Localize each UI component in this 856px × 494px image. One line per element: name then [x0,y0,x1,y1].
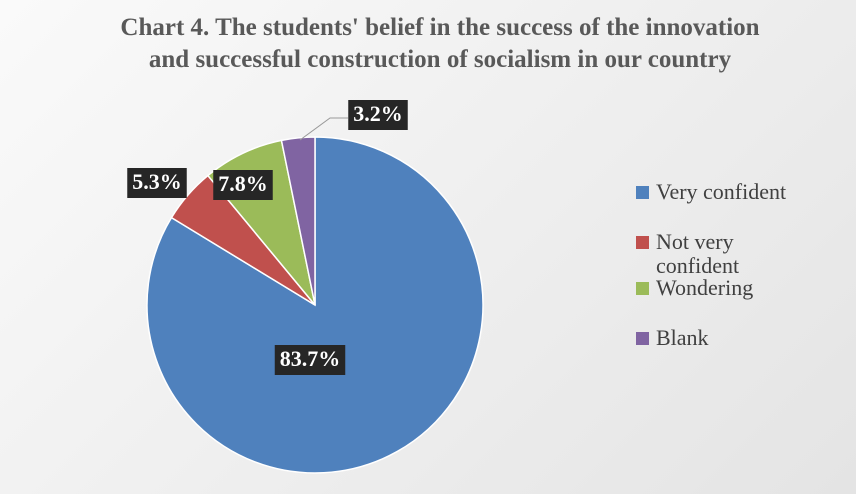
leader-line [299,117,348,141]
legend: Very confident Not very confident Wonderin… [636,180,826,350]
legend-item: Not very confident [636,230,826,278]
data-label: 83.7% [280,346,341,371]
data-label: 5.3% [132,169,182,194]
data-label-box [274,345,346,375]
data-label-box [213,170,273,200]
legend-item: Very confident [636,180,826,204]
legend-label: Not very confident [656,229,740,278]
legend-label: Wondering [656,275,754,300]
legend-item: Wondering [636,276,826,300]
legend-item: Blank [636,326,826,350]
data-label-box [348,100,408,130]
legend-swatch [636,236,649,249]
legend-label: Blank [656,325,709,350]
legend-swatch [636,282,649,295]
data-label: 3.2% [353,101,403,126]
chart-title: Chart 4. The students' belief in the suc… [120,14,760,73]
pie-slice [280,136,316,306]
legend-swatch [636,332,649,345]
legend-swatch [636,186,649,199]
data-label-box [127,168,187,198]
data-label: 7.8% [218,171,268,196]
legend-label: Very confident [656,179,787,204]
